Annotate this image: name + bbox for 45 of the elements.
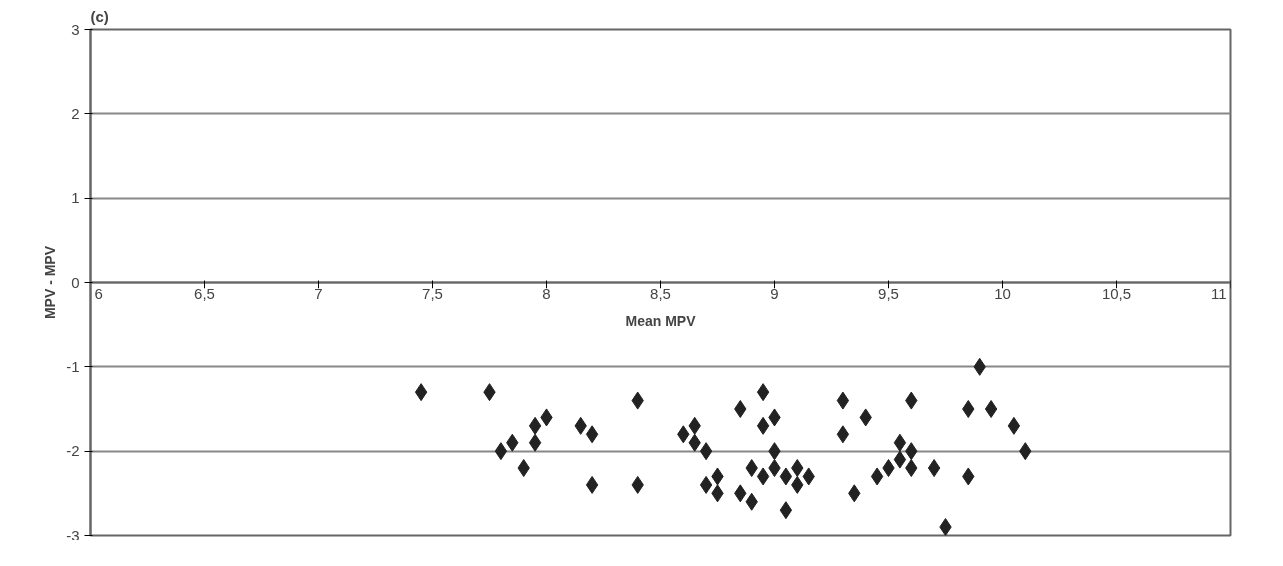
x-tick-label: 9 xyxy=(770,284,779,302)
point xyxy=(836,425,850,444)
chart-title: (c) xyxy=(90,7,109,25)
point xyxy=(962,400,975,418)
point xyxy=(494,442,508,461)
x-tick-label: 8 xyxy=(542,284,551,302)
point xyxy=(528,416,542,435)
point xyxy=(1007,416,1021,435)
point xyxy=(836,391,850,410)
x-tick-label: 6 xyxy=(94,284,103,302)
x-tick-label: 7,5 xyxy=(422,284,443,302)
point xyxy=(779,501,793,520)
x-axis-title: Mean MPV xyxy=(625,312,697,329)
point xyxy=(756,467,770,486)
x-tick-label: 11 xyxy=(1210,284,1227,302)
point xyxy=(893,450,907,469)
y-tick-label: 1 xyxy=(71,189,80,207)
x-tick-label: 10,5 xyxy=(1101,284,1132,302)
point xyxy=(756,416,770,435)
x-tick-label: 9,5 xyxy=(878,284,899,302)
x-tick-label: 6,5 xyxy=(194,284,215,302)
y-tick-label: 2 xyxy=(71,104,80,122)
y-axis-title: MPV - MPV xyxy=(42,245,59,320)
point xyxy=(893,433,907,452)
point xyxy=(528,433,542,452)
y-tick-label: 3 xyxy=(71,20,80,38)
x-tick-label: 7 xyxy=(314,284,323,302)
point xyxy=(585,425,599,444)
y-tick-label: -1 xyxy=(66,357,80,375)
point xyxy=(927,459,941,478)
point xyxy=(756,383,770,402)
point xyxy=(870,467,884,486)
point xyxy=(779,467,793,486)
x-tick-label: 8,5 xyxy=(650,284,671,302)
x-tick-label: 10 xyxy=(994,284,1011,302)
point xyxy=(984,400,998,418)
point xyxy=(585,475,599,494)
y-tick-label: -3 xyxy=(66,526,80,544)
point xyxy=(939,518,952,536)
point xyxy=(699,442,713,461)
y-tick-label: 0 xyxy=(71,273,80,291)
point xyxy=(699,475,713,494)
y-tick-label: -2 xyxy=(66,442,80,460)
point xyxy=(414,383,428,402)
point xyxy=(734,400,747,418)
